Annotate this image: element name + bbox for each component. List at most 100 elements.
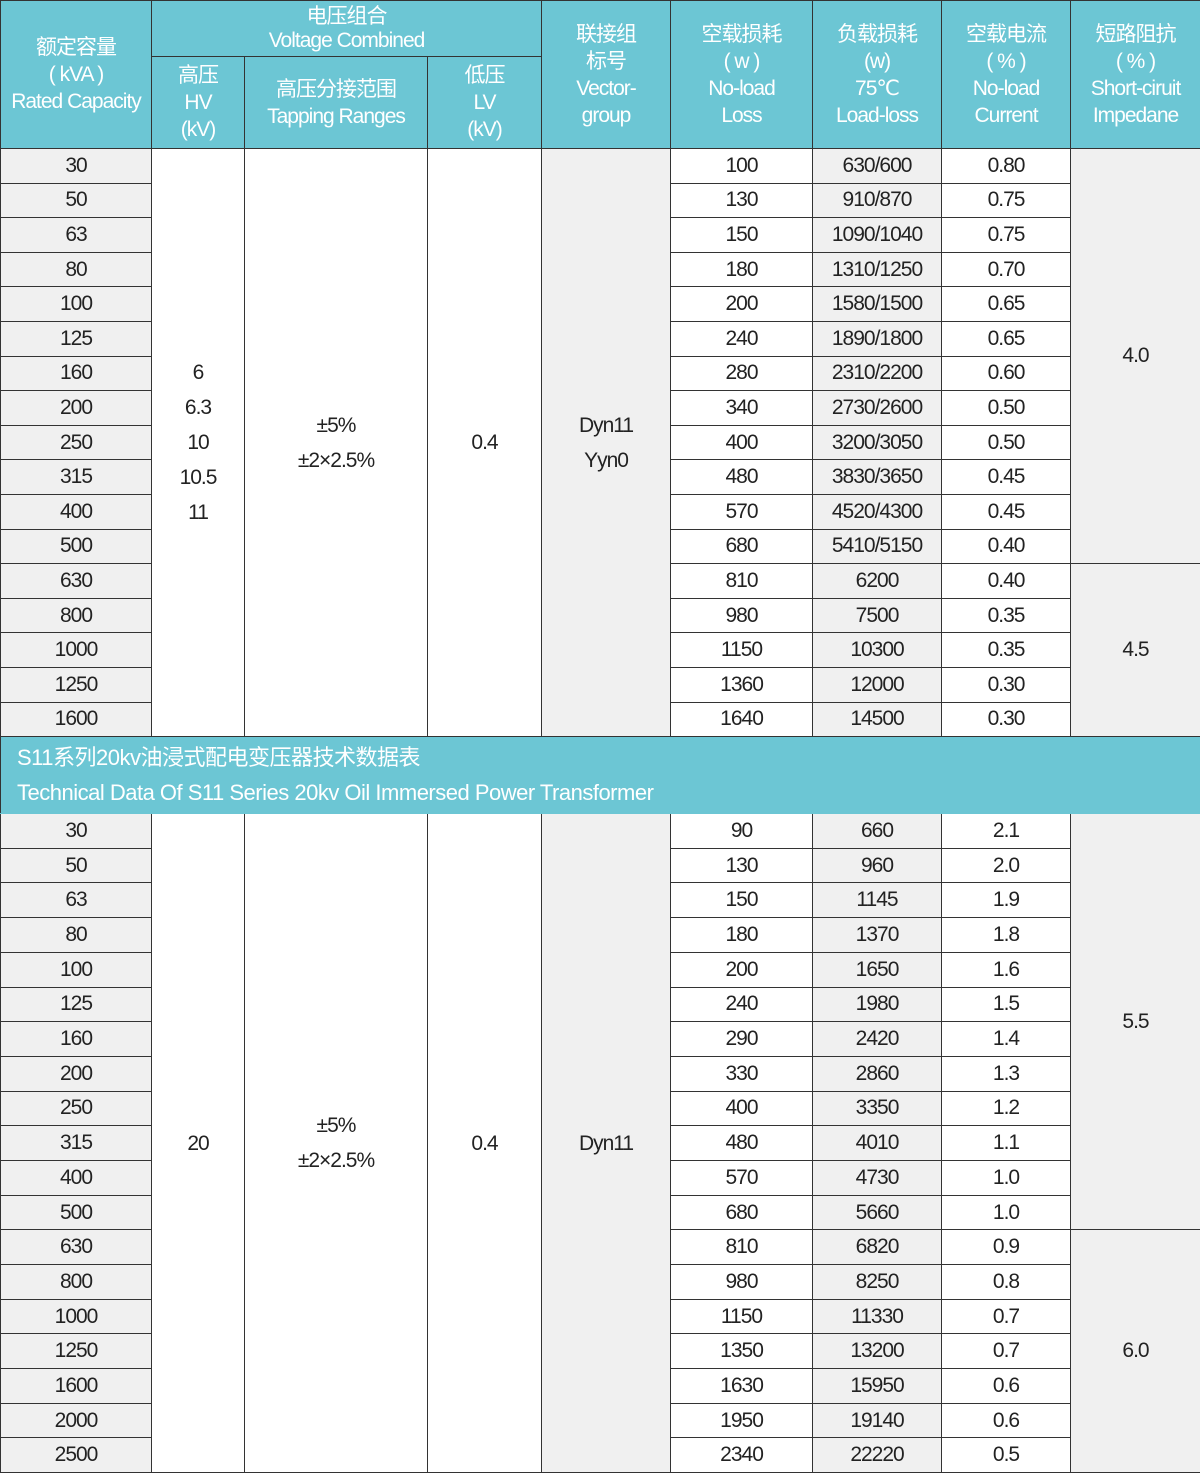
noload-current-cell: 0.30 (941, 701, 1072, 738)
noload-current-cell: 1.1 (941, 1125, 1072, 1161)
capacity-cell: 250 (0, 1090, 152, 1127)
noload-current-cell: 0.50 (941, 390, 1072, 426)
section-title: S11系列20kv油浸式配电变压器技术数据表 Technical Data Of … (0, 736, 1200, 815)
table-row: 63 150 1090/1040 0.75 (0, 217, 1200, 253)
capacity-cell: 63 (0, 217, 152, 253)
table-row: 30 6 6.3 10 10.5 11 ±5% ±2×2.5% 0.4 Dyn11 Yy… (0, 147, 1200, 738)
table-row: 200 340 2730/2600 0.50 (0, 390, 1200, 426)
noload-loss-cell: 980 (670, 597, 814, 634)
noload-loss-cell: 1640 (670, 701, 814, 738)
header-noload-loss: 空载损耗 ( w ) No-load Loss (670, 0, 814, 149)
capacity-cell: 1250 (0, 666, 152, 703)
noload-current-cell: 0.35 (941, 597, 1072, 634)
hv-cell: 6 6.3 10 10.5 11 (151, 147, 245, 738)
noload-current-cell: 0.45 (941, 459, 1072, 495)
noload-current-cell: 0.8 (941, 1264, 1072, 1300)
capacity-cell: 315 (0, 459, 152, 495)
table-row: 800 980 8250 0.8 (0, 1264, 1200, 1300)
noload-loss-cell: 680 (670, 1194, 814, 1231)
capacity-cell: 50 (0, 182, 152, 219)
noload-loss-cell: 150 (670, 882, 814, 919)
capacity-cell: 800 (0, 1264, 152, 1300)
capacity-cell: 160 (0, 355, 152, 392)
noload-loss-cell: 130 (670, 182, 814, 219)
load-loss-cell: 960 (812, 847, 943, 884)
noload-current-cell: 0.80 (941, 148, 1072, 184)
noload-loss-cell: 980 (670, 1264, 814, 1300)
header-lv: 低压 LV (kV) (426, 56, 543, 149)
table-row: 1000 1150 11330 0.7 (0, 1298, 1200, 1335)
noload-current-cell: 1.0 (941, 1194, 1072, 1231)
header-tapping: 高压分接范围 Tapping Ranges (244, 56, 428, 149)
capacity-cell: 250 (0, 424, 152, 461)
load-loss-cell: 660 (812, 813, 943, 849)
load-loss-cell: 14500 (812, 701, 943, 738)
noload-current-cell: 0.75 (941, 217, 1072, 253)
noload-loss-cell: 200 (670, 951, 814, 988)
noload-current-cell: 0.40 (941, 528, 1072, 565)
capacity-cell: 1250 (0, 1333, 152, 1370)
noload-current-cell: 0.50 (941, 424, 1072, 461)
load-loss-cell: 6820 (812, 1229, 943, 1266)
noload-loss-cell: 200 (670, 286, 814, 322)
noload-loss-cell: 130 (670, 847, 814, 884)
impedance-cell: 4.5 (1070, 563, 1200, 738)
table-row: 1600 1640 14500 0.30 (0, 701, 1200, 738)
noload-loss-cell: 400 (670, 1090, 814, 1127)
noload-loss-cell: 1950 (670, 1402, 814, 1439)
load-loss-cell: 1145 (812, 882, 943, 919)
table-row: 315 480 4010 1.1 (0, 1125, 1200, 1161)
noload-loss-cell: 400 (670, 424, 814, 461)
noload-loss-cell: 290 (670, 1021, 814, 1057)
table-row: 125 240 1980 1.5 (0, 986, 1200, 1023)
capacity-cell: 200 (0, 390, 152, 426)
load-loss-cell: 11330 (812, 1298, 943, 1335)
noload-current-cell: 0.30 (941, 666, 1072, 703)
noload-loss-cell: 280 (670, 355, 814, 392)
noload-current-cell: 0.7 (941, 1298, 1072, 1335)
noload-loss-cell: 1150 (670, 1298, 814, 1335)
table-row: 800 980 7500 0.35 (0, 597, 1200, 634)
noload-current-cell: 0.35 (941, 632, 1072, 668)
noload-loss-cell: 570 (670, 1159, 814, 1196)
noload-loss-cell: 330 (670, 1055, 814, 1092)
noload-current-cell: 0.40 (941, 563, 1072, 599)
noload-current-cell: 1.2 (941, 1090, 1072, 1127)
noload-current-cell: 1.4 (941, 1021, 1072, 1057)
section-title-en: Technical Data Of S11 Series 20kv Oil Im… (17, 780, 654, 806)
load-loss-cell: 6200 (812, 563, 943, 599)
load-loss-cell: 2860 (812, 1055, 943, 1092)
load-loss-cell: 2730/2600 (812, 390, 943, 426)
noload-current-cell: 2.1 (941, 813, 1072, 849)
impedance-cell: 6.0 (1070, 1229, 1200, 1474)
header-hv: 高压 HV (kV) (151, 56, 245, 149)
load-loss-cell: 5660 (812, 1194, 943, 1231)
noload-current-cell: 0.60 (941, 355, 1072, 392)
noload-loss-cell: 180 (670, 251, 814, 288)
table-row: 400 570 4520/4300 0.45 (0, 493, 1200, 530)
vector-group-cell: Dyn11 Yyn0 (541, 147, 672, 738)
noload-loss-cell: 570 (670, 493, 814, 530)
noload-current-cell: 1.9 (941, 882, 1072, 919)
capacity-cell: 315 (0, 1125, 152, 1161)
load-loss-cell: 4520/4300 (812, 493, 943, 530)
capacity-cell: 1600 (0, 1368, 152, 1404)
table-row: 80 180 1310/1250 0.70 (0, 251, 1200, 288)
load-loss-cell: 3200/3050 (812, 424, 943, 461)
header-voltage-combined: 电压组合 Voltage Combined (150, 0, 543, 57)
load-loss-cell: 1980 (812, 986, 943, 1023)
table-row: 125 240 1890/1800 0.65 (0, 320, 1200, 357)
table-row: 30 20 ±5% ±2×2.5% 0.4 Dyn11 90 660 2.1 5.5 (0, 813, 1200, 1474)
table-row: 100 200 1650 1.6 (0, 951, 1200, 988)
noload-current-cell: 0.75 (941, 182, 1072, 219)
noload-current-cell: 0.45 (941, 493, 1072, 530)
load-loss-cell: 1890/1800 (812, 320, 943, 357)
load-loss-cell: 1310/1250 (812, 251, 943, 288)
load-loss-cell: 3350 (812, 1090, 943, 1127)
header-load-loss: 负载损耗 (w) 75℃ Load-loss (812, 0, 943, 149)
hv-cell: 20 (151, 813, 245, 1474)
noload-loss-cell: 180 (670, 917, 814, 953)
noload-current-cell: 1.8 (941, 917, 1072, 953)
capacity-cell: 2500 (0, 1437, 152, 1474)
noload-loss-cell: 680 (670, 528, 814, 565)
